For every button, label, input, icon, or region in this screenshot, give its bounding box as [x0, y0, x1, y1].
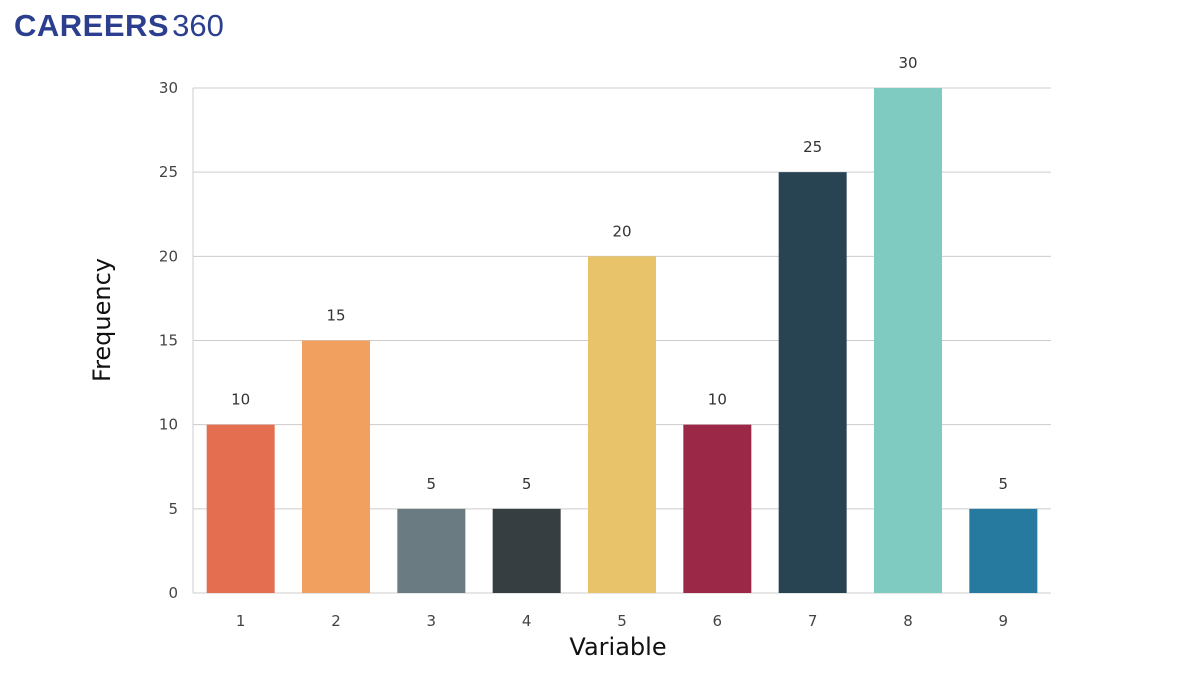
- x-axis-ticks: 1 2 3 4 5 6 7 8 9: [236, 612, 1008, 630]
- bar-7: [778, 172, 847, 593]
- y-axis-ticks: 0 5 10 15 20 25 30: [159, 79, 178, 602]
- logo-text-number: 360: [172, 8, 224, 43]
- y-axis-title: Frequency: [88, 258, 116, 382]
- bar-5: [588, 256, 656, 593]
- x-tick-label: 8: [903, 612, 913, 630]
- data-label: 5: [522, 475, 532, 493]
- x-tick-label: 4: [522, 612, 532, 630]
- bar-4: [492, 508, 561, 593]
- bar-1: [206, 424, 275, 593]
- y-tick-label: 0: [168, 584, 178, 602]
- x-tick-label: 3: [427, 612, 437, 630]
- data-label: 25: [803, 138, 822, 156]
- bar-2: [302, 340, 370, 593]
- x-tick-label: 6: [713, 612, 723, 630]
- bar-8: [874, 88, 942, 593]
- data-label: 10: [231, 391, 250, 409]
- x-tick-label: 7: [808, 612, 818, 630]
- bar-3: [397, 508, 466, 593]
- x-tick-label: 2: [331, 612, 341, 630]
- x-tick-label: 1: [236, 612, 246, 630]
- x-tick-label: 9: [999, 612, 1009, 630]
- x-tick-label: 5: [617, 612, 627, 630]
- data-label: 30: [898, 54, 917, 72]
- careers360-logo: CAREERS 360: [14, 8, 224, 46]
- x-axis-title: Variable: [569, 633, 666, 661]
- data-label: 20: [612, 222, 631, 240]
- data-label: 5: [999, 475, 1009, 493]
- bar-6: [683, 424, 752, 593]
- data-label: 5: [427, 475, 437, 493]
- y-tick-label: 30: [159, 79, 178, 97]
- y-tick-label: 25: [159, 163, 178, 181]
- data-label: 15: [326, 307, 345, 325]
- data-label: 10: [708, 391, 727, 409]
- bars: [206, 88, 1038, 593]
- y-tick-label: 5: [168, 500, 178, 518]
- data-labels: 10 15 5 5 20 10 25 30 5: [231, 54, 1008, 493]
- logo-text-bold: CAREERS: [14, 8, 170, 43]
- y-tick-label: 20: [159, 247, 178, 265]
- bar-9: [969, 508, 1038, 593]
- y-tick-label: 10: [159, 416, 178, 434]
- y-tick-label: 15: [159, 332, 178, 350]
